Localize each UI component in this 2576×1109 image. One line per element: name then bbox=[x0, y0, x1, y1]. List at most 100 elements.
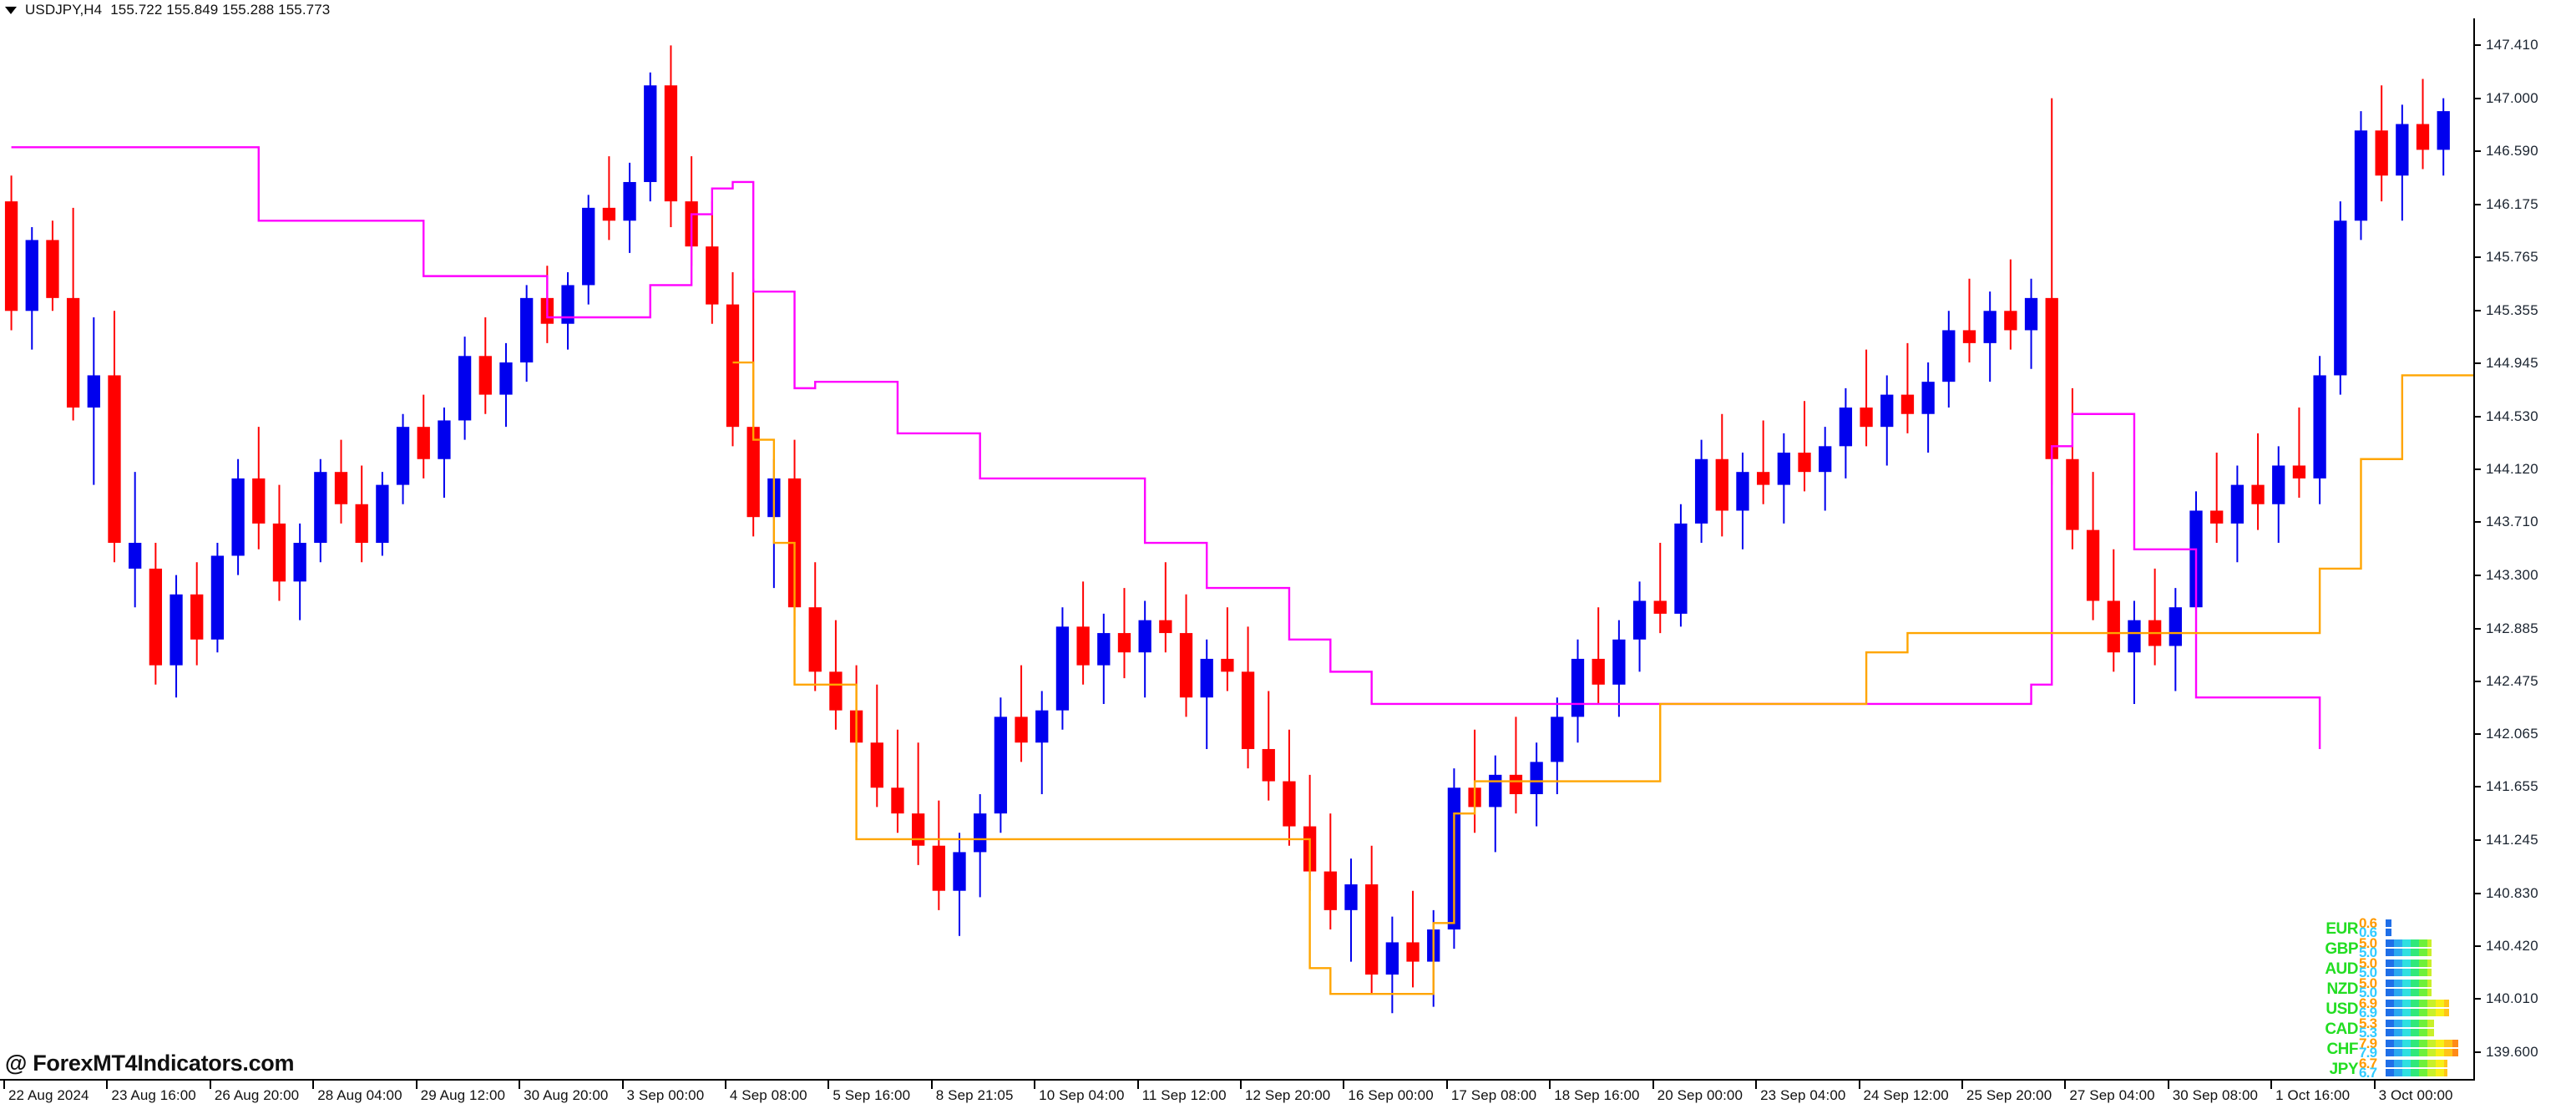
candle-body bbox=[1344, 884, 1358, 910]
currency-value-top: 7.9 bbox=[2359, 1036, 2377, 1051]
candle-body bbox=[2375, 130, 2388, 176]
currency-value: 6.9 6.9 bbox=[2359, 995, 2384, 1020]
strength-bar-upper bbox=[2386, 1040, 2458, 1047]
price-axis[interactable]: 147.410 147.000 146.590 146.175 145.765 145.3… bbox=[2475, 18, 2576, 1082]
time-tick-label: 5 Sep 16:00 bbox=[833, 1087, 911, 1103]
candle-body bbox=[2251, 484, 2265, 504]
currency-value-top: 5.0 bbox=[2359, 935, 2377, 951]
candle-body bbox=[1076, 626, 1090, 666]
strength-bar-upper bbox=[2386, 1000, 2449, 1007]
strength-bar-lower bbox=[2386, 1049, 2458, 1056]
tick-dash bbox=[2475, 945, 2481, 948]
candle-body bbox=[129, 543, 142, 569]
price-tick-label: 140.420 bbox=[2486, 938, 2538, 955]
time-tick-label: 4 Sep 08:00 bbox=[729, 1087, 807, 1103]
currency-value: 5.0 5.0 bbox=[2359, 935, 2384, 960]
price-plot-area[interactable] bbox=[0, 18, 2475, 1081]
price-tick: 141.655 bbox=[2475, 777, 2538, 796]
currency-value-top: 6.9 bbox=[2359, 995, 2377, 1011]
candle-body bbox=[623, 181, 636, 221]
tick-mark bbox=[1034, 1081, 1036, 1089]
candle-body bbox=[417, 427, 430, 459]
candle-body bbox=[2272, 465, 2285, 504]
tick-dash bbox=[2475, 309, 2481, 311]
price-tick: 140.010 bbox=[2475, 990, 2538, 1008]
candle-body bbox=[1509, 774, 1523, 794]
currency-value: 7.9 7.9 bbox=[2359, 1036, 2384, 1060]
candle-body bbox=[2354, 130, 2368, 221]
currency-strength-row: EUR 0.6 0.6 bbox=[2292, 916, 2477, 940]
candle-body bbox=[1221, 658, 1234, 672]
candle-body bbox=[1055, 626, 1070, 711]
time-tick-label: 30 Sep 08:00 bbox=[2172, 1087, 2259, 1103]
tick-dash bbox=[2475, 574, 2481, 576]
price-tick-label: 145.355 bbox=[2486, 301, 2538, 318]
candle-body bbox=[499, 362, 513, 395]
candle-body bbox=[1571, 658, 1585, 717]
candle-body bbox=[1138, 620, 1151, 653]
candle-body bbox=[1323, 871, 1337, 910]
candle-body bbox=[1015, 717, 1028, 743]
time-tick-label: 25 Sep 20:00 bbox=[1966, 1087, 2052, 1103]
tick-dash bbox=[2475, 44, 2481, 47]
candle-body bbox=[170, 594, 183, 666]
tick-mark bbox=[724, 1081, 726, 1089]
candle-body bbox=[1406, 942, 1420, 962]
candle-body bbox=[746, 427, 760, 518]
candle-body bbox=[1385, 942, 1399, 975]
price-tick-label: 146.175 bbox=[2486, 195, 2538, 212]
candle-body bbox=[602, 207, 616, 221]
tick-dash bbox=[2475, 203, 2481, 205]
price-tick-label: 147.410 bbox=[2486, 37, 2538, 53]
chart-header: USDJPY,H4 155.722 155.849 155.288 155.77… bbox=[0, 0, 2576, 20]
price-tick: 144.120 bbox=[2475, 460, 2538, 479]
price-tick: 146.590 bbox=[2475, 142, 2538, 160]
currency-value-bottom: 5.0 bbox=[2359, 965, 2377, 980]
time-tick-label: 20 Sep 00:00 bbox=[1657, 1087, 1743, 1103]
candle-body bbox=[1200, 658, 1213, 698]
tick-mark bbox=[1858, 1081, 1860, 1089]
price-tick-label: 143.300 bbox=[2486, 566, 2538, 583]
currency-strength-row: GBP 5.0 5.0 bbox=[2292, 935, 2477, 960]
currency-value-bottom: 0.6 bbox=[2359, 924, 2377, 940]
candle-body bbox=[210, 555, 225, 640]
tick-mark bbox=[1549, 1081, 1551, 1089]
candle-body bbox=[1860, 408, 1873, 428]
tick-dash bbox=[2475, 733, 2481, 736]
time-tick-label: 10 Sep 04:00 bbox=[1039, 1087, 1125, 1103]
price-tick: 141.245 bbox=[2475, 831, 2538, 849]
candle-body bbox=[293, 543, 306, 582]
time-axis[interactable]: 22 Aug 2024 23 Aug 16:00 26 Aug 20:00 28 Au… bbox=[0, 1081, 2477, 1109]
time-tick-label: 24 Sep 12:00 bbox=[1863, 1087, 1949, 1103]
tick-mark bbox=[2270, 1081, 2273, 1089]
time-tick-label: 26 Aug 20:00 bbox=[214, 1087, 300, 1103]
candle-body bbox=[376, 484, 389, 544]
currency-strength-row: JPY 6.7 6.7 bbox=[2292, 1056, 2477, 1080]
currency-strength-bars bbox=[2386, 980, 2477, 998]
candle-body bbox=[2169, 607, 2182, 646]
time-tick-label: 3 Oct 00:00 bbox=[2378, 1087, 2453, 1103]
currency-value-bottom: 5.0 bbox=[2359, 985, 2377, 1000]
tick-dash bbox=[2475, 97, 2481, 99]
tick-mark bbox=[1652, 1081, 1654, 1089]
candle-body bbox=[953, 852, 966, 891]
time-tick-label: 18 Sep 16:00 bbox=[1554, 1087, 1640, 1103]
tick-dash bbox=[2475, 627, 2481, 630]
time-tick-label: 11 Sep 12:00 bbox=[1141, 1087, 1227, 1103]
strength-bar-upper bbox=[2386, 1060, 2447, 1067]
time-tick-label: 12 Sep 20:00 bbox=[1245, 1087, 1331, 1103]
candle-body bbox=[2230, 484, 2245, 524]
triangle-down-icon[interactable] bbox=[5, 6, 17, 14]
currency-value-bottom: 6.9 bbox=[2359, 1005, 2377, 1020]
candle-body bbox=[1262, 748, 1275, 782]
strength-bar-lower bbox=[2386, 969, 2432, 976]
time-tick-label: 28 Aug 04:00 bbox=[317, 1087, 402, 1103]
candle-body bbox=[1736, 472, 1749, 511]
candle-body bbox=[2107, 600, 2120, 653]
candle-body bbox=[2004, 311, 2017, 331]
price-tick-label: 142.065 bbox=[2486, 726, 2538, 742]
watermark: @ ForexMT4Indicators.com bbox=[5, 1051, 295, 1076]
candle-body bbox=[1983, 311, 1997, 343]
time-tick-label: 1 Oct 16:00 bbox=[2275, 1087, 2351, 1103]
